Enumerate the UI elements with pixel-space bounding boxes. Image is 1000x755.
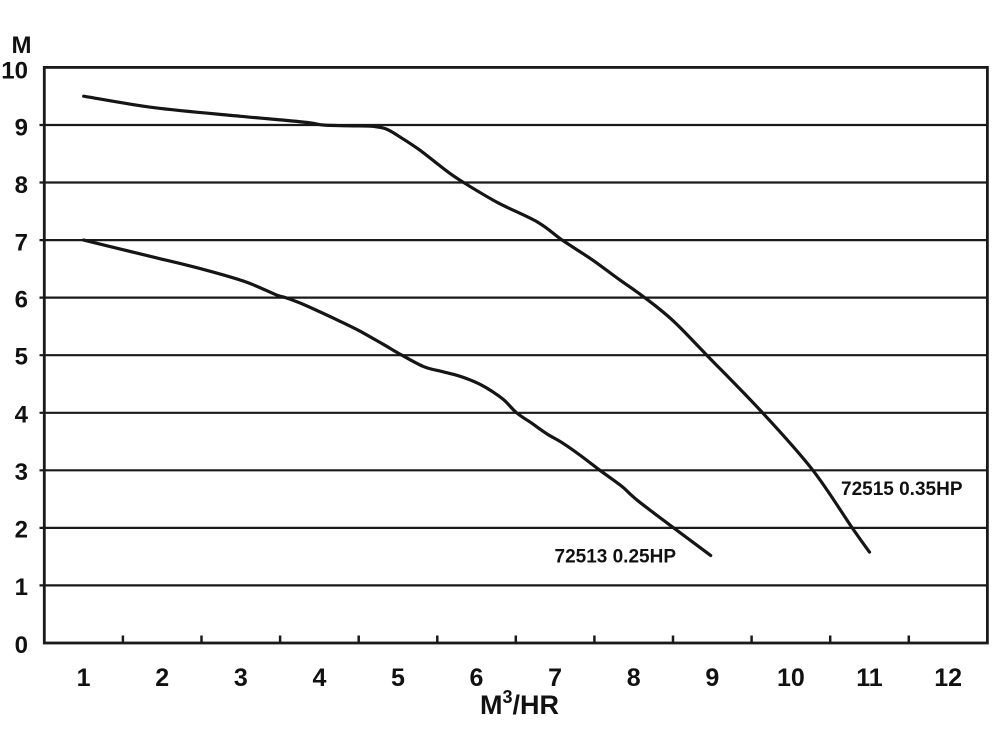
svg-text:M3/HR: M3/HR	[480, 687, 559, 720]
svg-text:72515 0.35HP: 72515 0.35HP	[841, 479, 963, 500]
svg-text:8: 8	[627, 664, 641, 692]
svg-text:3: 3	[234, 664, 248, 692]
svg-text:2: 2	[155, 664, 169, 692]
svg-text:4: 4	[312, 664, 326, 692]
svg-text:7: 7	[15, 229, 28, 256]
svg-text:6: 6	[15, 287, 28, 314]
svg-text:1: 1	[77, 664, 91, 692]
svg-text:6: 6	[470, 664, 484, 692]
svg-text:M: M	[12, 32, 32, 59]
svg-text:3: 3	[15, 459, 28, 486]
svg-text:10: 10	[777, 664, 805, 692]
svg-text:9: 9	[705, 664, 719, 692]
svg-text:2: 2	[15, 517, 28, 544]
svg-text:7: 7	[548, 664, 562, 692]
svg-text:4: 4	[15, 402, 29, 429]
svg-text:5: 5	[15, 344, 28, 371]
svg-text:0: 0	[15, 632, 28, 659]
svg-text:11: 11	[856, 664, 883, 692]
svg-text:1: 1	[15, 574, 28, 601]
svg-text:12: 12	[934, 664, 962, 692]
svg-text:9: 9	[15, 114, 28, 141]
svg-text:8: 8	[15, 172, 28, 199]
svg-text:10: 10	[1, 58, 28, 85]
svg-text:5: 5	[391, 664, 405, 692]
svg-text:72513 0.25HP: 72513 0.25HP	[555, 547, 677, 568]
